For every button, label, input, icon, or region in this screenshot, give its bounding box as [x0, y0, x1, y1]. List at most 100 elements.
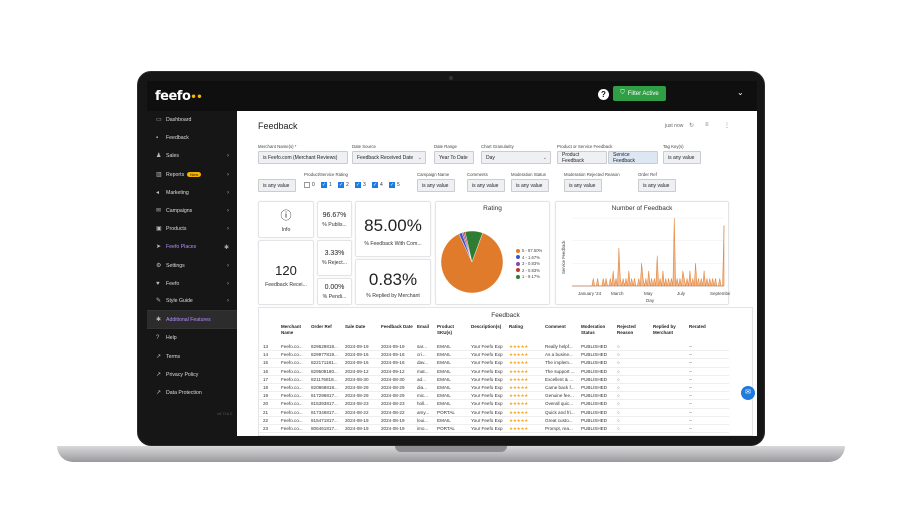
sidebar-item-terms[interactable]: ↗ Terms	[147, 347, 237, 365]
sidebar-item-reports[interactable]: ▥ Reports New ›	[147, 166, 237, 184]
rating-checkbox-2[interactable]: ✓	[338, 182, 344, 188]
column-header[interactable]: Rejected Reason	[617, 324, 636, 335]
table-row[interactable]: 19 Feefo.co... 817296817... 2024-08-29 2024-…	[259, 392, 729, 401]
sidebar-item-feefo[interactable]: ♥ Feefo ›	[147, 275, 237, 293]
rating-checkbox-4[interactable]: ✓	[372, 182, 378, 188]
sidebar-item-dashboard[interactable]: ▭ Dashboard	[147, 111, 237, 129]
table-cell: Overall quic...	[545, 401, 574, 407]
feedback-table: Feedback Merchant Name Order Ref Sale Date…	[258, 307, 753, 436]
column-header[interactable]: Rating	[509, 324, 523, 329]
rating-checkbox-3[interactable]: ✓	[355, 182, 361, 188]
rejected-tile[interactable]: 3.33% % Reject...	[317, 240, 352, 276]
sidebar-item-sales[interactable]: ♟ Sales ›	[147, 147, 237, 165]
comment-tile[interactable]: 85.00% % Feedback With Com...	[355, 201, 431, 257]
user-menu-chevron-icon[interactable]: ⌄	[737, 88, 744, 97]
info-tile[interactable]: ⓘ Info	[258, 201, 314, 238]
table-row[interactable]: 16 Feefo.co... 829508180... 2024-09-12 2024-…	[259, 368, 729, 376]
product-feedback-toggle[interactable]: Product Feedback	[557, 151, 607, 164]
column-header[interactable]: Description(s)	[471, 324, 502, 329]
column-header[interactable]: Feedback Date	[381, 324, 413, 329]
sidebar-item-marketing[interactable]: ◂ Marketing ›	[147, 184, 237, 202]
chat-widget-button[interactable]: ✉	[741, 386, 755, 400]
feefo-logo[interactable]: feefo••	[155, 89, 203, 104]
rating-checkbox-5[interactable]: ✓	[389, 182, 395, 188]
table-cell: 2024-08-23	[345, 401, 369, 407]
date-range-select[interactable]: Year To Date	[434, 151, 474, 164]
rating-checkbox-label: 4	[380, 182, 383, 188]
campaign-label: Campaign Name	[417, 172, 450, 177]
pie-slice[interactable]	[440, 232, 504, 294]
table-row[interactable]: 22 Feefo.co... 815471817... 2024-08-19 2024-…	[259, 417, 729, 425]
sidebar-item-campaigns[interactable]: ✉ Campaigns ›	[147, 202, 237, 220]
column-header[interactable]: Email	[417, 324, 430, 329]
sidebar-item-label: Products	[166, 226, 187, 233]
moderation-filter[interactable]: is any value	[511, 179, 549, 192]
replied-value: 0.83%	[368, 270, 418, 289]
table-cell: Feefo.co...	[281, 426, 303, 431]
date-source-select[interactable]: Feedback Received Date ⌄	[352, 151, 426, 164]
rejected-reason-filter[interactable]: is any value	[564, 179, 602, 192]
rating-stars: ★★★★★	[509, 376, 529, 382]
rating-checkbox-1[interactable]: ✓	[321, 182, 327, 188]
laptop-frame: feefo•• ? ⛉ Filter Active ⌄ ▭ Dashboard ▪ Fe…	[137, 71, 765, 446]
order-ref-filter[interactable]: is any value	[638, 179, 676, 192]
column-header[interactable]: Merchant Name	[281, 324, 302, 335]
sidebar-item-products[interactable]: ▣ Products ›	[147, 220, 237, 238]
column-header[interactable]: Sale Date	[345, 324, 366, 329]
service-feedback-toggle[interactable]: Service Feedback	[608, 151, 658, 164]
table-row[interactable]: 17 Feefo.co... 821176818... 2024-08-30 2024-…	[259, 376, 729, 384]
table-cell: mat...	[417, 368, 429, 374]
sidebar-item-data-protection[interactable]: ↗ Data Protection	[147, 384, 237, 402]
legend-swatch	[516, 274, 520, 279]
table-row[interactable]: 15 Feefo.co... 822171181... 2024-09-16 2024-…	[259, 359, 729, 368]
pending-tile[interactable]: 0.00% % Pendi...	[317, 278, 352, 305]
feedback-area-series[interactable]	[572, 217, 725, 287]
help-icon[interactable]: ?	[598, 89, 609, 100]
table-cell: ○	[617, 376, 620, 382]
table-cell: 22	[263, 417, 269, 423]
sidebar-item-style-guide[interactable]: ✎ Style Guide ›	[147, 293, 237, 312]
column-header[interactable]: Rerated	[689, 324, 706, 329]
rating-any-filter[interactable]: is any value	[258, 179, 296, 192]
comments-filter[interactable]: is any value	[467, 179, 505, 192]
column-header[interactable]: Product SKU(s)	[437, 324, 455, 335]
pie-slice[interactable]	[464, 230, 483, 263]
sidebar-item-settings[interactable]: ⚙ Settings ›	[147, 257, 237, 275]
received-tile[interactable]: 120 Feedback Recei...	[258, 240, 314, 305]
column-header[interactable]: Moderation Status	[581, 324, 606, 335]
table-cell: --	[689, 344, 693, 349]
replied-tile[interactable]: 0.83% % Replied by Merchant	[355, 259, 431, 305]
table-cell: 14	[263, 352, 269, 358]
refresh-icon[interactable]: ↻	[689, 123, 695, 129]
pending-label: % Pendi...	[322, 294, 347, 300]
tag-key-filter[interactable]: is any value	[663, 151, 701, 164]
table-row[interactable]: 21 Feefo.co... 817346817... 2024-08-22 2024-…	[259, 409, 729, 417]
sidebar-item-privacy-policy[interactable]: ↗ Privacy Policy	[147, 366, 237, 384]
granularity-select[interactable]: Day ⌄	[481, 151, 551, 164]
rating-checkbox-0[interactable]	[304, 182, 310, 188]
legend-swatch	[516, 261, 520, 266]
table-row[interactable]: 18 Feefo.co... 820868818... 2024-08-29 2024-…	[259, 384, 729, 393]
sidebar-item-feedback[interactable]: ▪ Feedback	[147, 129, 237, 147]
filter-active-button[interactable]: ⛉ Filter Active	[613, 86, 666, 101]
table-cell: EMAIL	[437, 352, 451, 358]
published-tile[interactable]: 96.67% % Publis...	[317, 201, 352, 238]
table-cell: Feefo.co...	[281, 344, 303, 349]
table-cell: PUBLISHED	[581, 385, 608, 390]
table-row[interactable]: 14 Feefo.co... 829977819... 2024-09-16 2024-…	[259, 351, 729, 360]
table-cell: 2024-08-29	[345, 385, 369, 390]
more-options-icon[interactable]: ⋮	[724, 123, 730, 129]
table-row[interactable]: 23 Feefo.co... 806461817... 2024-08-19 2024-…	[259, 425, 729, 434]
sidebar-item-label: Sales	[166, 153, 179, 160]
sidebar-item-help[interactable]: ? Help	[147, 329, 237, 347]
column-header[interactable]: Order Ref	[311, 324, 332, 329]
table-row[interactable]: 13 Feefo.co... 829628818... 2024-09-19 2024-…	[259, 343, 729, 352]
campaign-filter[interactable]: is any value	[417, 179, 455, 192]
table-row[interactable]: 20 Feefo.co... 815393817... 2024-08-23 2024-…	[259, 400, 729, 409]
sidebar-item-additional-features[interactable]: ✱ Additional Features	[147, 311, 237, 330]
column-header[interactable]: Comment	[545, 324, 566, 329]
column-header[interactable]: Replied by Merchant	[653, 324, 676, 335]
sidebar-item-feefo-places[interactable]: ➤ Feefo Places ✱	[147, 238, 237, 256]
merchant-filter[interactable]: is Feefo.com (Merchant Reviews)	[258, 151, 348, 164]
filter-toggle-icon[interactable]: ≡	[705, 122, 709, 128]
